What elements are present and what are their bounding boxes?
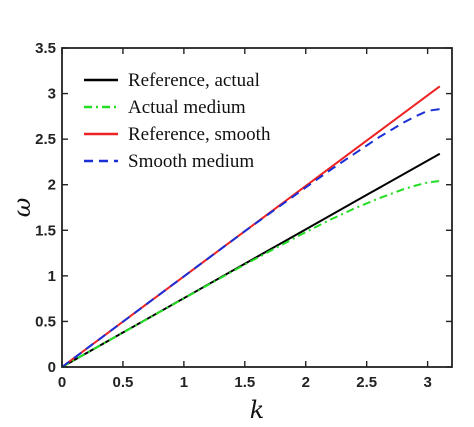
y-tick-label: 1.5 — [35, 222, 56, 239]
legend-label-1: Actual medium — [128, 97, 246, 118]
y-tick-label: 0 — [48, 359, 56, 376]
x-tick-label: 1 — [180, 374, 188, 391]
x-tick-label: 0.5 — [113, 374, 134, 391]
legend-label-2: Reference, smooth — [128, 124, 271, 145]
series-layer — [61, 85, 441, 368]
legend-label-0: Reference, actual — [128, 70, 260, 91]
y-tick-label: 2 — [48, 177, 56, 194]
x-tick-label: 1.5 — [234, 374, 255, 391]
legend: Reference, actual Actual medium Reference,… — [84, 70, 271, 172]
y-tick-label: 2.5 — [35, 131, 56, 148]
series-line-3 — [61, 108, 440, 368]
y-tick-label: 1 — [48, 268, 56, 285]
legend-label-3: Smooth medium — [128, 151, 254, 172]
y-tick-label: 3.5 — [35, 40, 56, 57]
axes-layer: 0 0.5 1 1.5 2 2.5 3 0 0.5 1 1.5 2 2.5 3 3.5 — [35, 40, 452, 391]
y-tick-label: 3 — [48, 86, 56, 103]
x-tick-label: 2 — [302, 374, 310, 391]
x-tick-label: 3 — [423, 374, 431, 391]
plot-frame — [61, 47, 453, 368]
y-axis-label: ω — [8, 198, 36, 218]
series-line-1 — [61, 180, 440, 368]
plot-area — [61, 47, 453, 368]
x-axis-label: k — [250, 396, 265, 424]
y-tick-label: 0.5 — [35, 313, 56, 330]
series-line-0 — [61, 152, 441, 368]
x-tick-label: 2.5 — [356, 374, 377, 391]
x-tick-label: 0 — [58, 374, 66, 391]
